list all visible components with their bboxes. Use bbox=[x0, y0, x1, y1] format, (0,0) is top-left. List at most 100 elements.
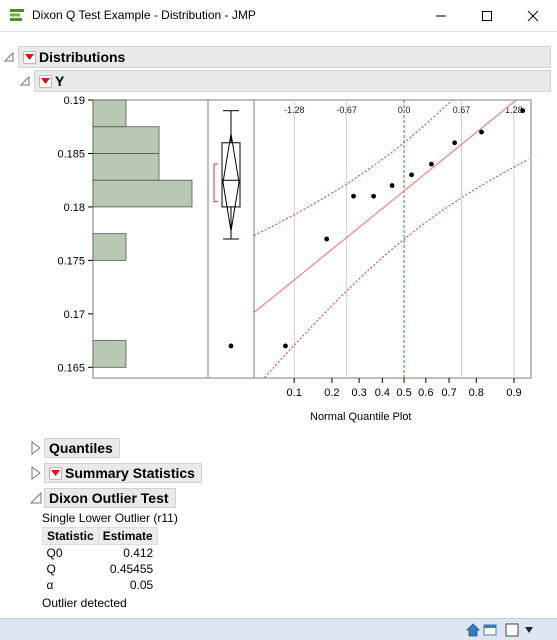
window-list-icon[interactable] bbox=[483, 623, 497, 637]
y-outline: Y bbox=[20, 70, 551, 92]
dixon-subtitle: Single Lower Outlier (r11) bbox=[42, 511, 178, 525]
nqp-bottom-tick-label: 0.5 bbox=[396, 387, 411, 399]
graph-frame bbox=[92, 99, 532, 379]
nqp-bottom-tick-label: 0.1 bbox=[287, 387, 302, 399]
nqp-data-point bbox=[389, 183, 395, 188]
nqp-data-point bbox=[479, 129, 484, 135]
minimize-button[interactable] bbox=[418, 0, 464, 32]
histogram-bar bbox=[92, 179, 193, 208]
dixon-header[interactable]: Dixon Outlier Test bbox=[44, 488, 176, 508]
table-row: Q0 0.412 bbox=[43, 545, 158, 562]
histogram bbox=[92, 99, 193, 368]
nqp-bottom-tick-label: 0.4 bbox=[375, 387, 390, 399]
close-icon bbox=[527, 10, 539, 22]
distributions-outline: Distributions bbox=[4, 46, 551, 68]
box-outlier-point bbox=[228, 343, 234, 349]
y-tick-label: 0.19 bbox=[64, 95, 85, 107]
y-tick-label: 0.17 bbox=[64, 309, 85, 321]
nqp-confidence-band-upper bbox=[254, 100, 453, 237]
shortest-half-bracket bbox=[213, 163, 218, 203]
chevron-down-icon[interactable] bbox=[524, 626, 534, 634]
nqp-bottom-tick-label: 0.9 bbox=[506, 387, 521, 399]
y-tick-label: 0.165 bbox=[57, 362, 85, 374]
dixon-result: Outlier detected bbox=[42, 596, 127, 610]
nqp-data-point bbox=[520, 108, 526, 114]
close-button[interactable] bbox=[510, 0, 556, 32]
table-row: α 0.05 bbox=[43, 577, 158, 593]
nqp-top-tick-label: -1.28 bbox=[284, 105, 305, 115]
y-tick-label: 0.175 bbox=[57, 255, 85, 267]
nqp-bottom-tick-label: 0.3 bbox=[351, 387, 366, 399]
histogram-bar bbox=[92, 153, 160, 181]
summary-statistics-outline: Summary Statistics bbox=[30, 463, 202, 483]
dixon-content: Single Lower Outlier (r11) Statistic Est… bbox=[42, 511, 178, 610]
disclosure-open-icon[interactable] bbox=[30, 491, 42, 505]
quantiles-header[interactable]: Quantiles bbox=[44, 438, 120, 458]
nqp-clipped-group bbox=[254, 100, 529, 378]
title-bar: Dixon Q Test Example - Distribution - JM… bbox=[0, 0, 557, 32]
nqp-bottom-tick-label: 0.8 bbox=[469, 387, 484, 399]
minimize-icon bbox=[436, 15, 446, 17]
nqp-bottom-tick-label: 0.6 bbox=[418, 387, 433, 399]
summary-statistics-header[interactable]: Summary Statistics bbox=[44, 463, 202, 483]
nqp-top-tick-label: 0.0 bbox=[398, 105, 411, 115]
nqp-data-point bbox=[283, 343, 288, 349]
red-triangle-menu-icon[interactable] bbox=[39, 74, 52, 88]
nqp-fit-line bbox=[254, 100, 518, 313]
y-axis: 0.165 0.17 0.175 0.18 0.185 0.19 bbox=[57, 95, 93, 374]
maximize-icon bbox=[482, 11, 492, 21]
red-triangle-menu-icon[interactable] bbox=[49, 466, 62, 480]
variable-title: Y bbox=[55, 73, 65, 89]
nqp-confidence-band-lower bbox=[263, 158, 529, 378]
disclosure-open-icon[interactable] bbox=[4, 52, 14, 62]
nqp-data-point bbox=[409, 172, 414, 178]
nqp-data-point bbox=[324, 236, 330, 242]
home-icon[interactable] bbox=[466, 623, 480, 637]
jmp-app-icon bbox=[10, 9, 24, 21]
statistic-cell: α bbox=[46, 578, 54, 592]
nqp-top-tick-label: 0.67 bbox=[453, 105, 471, 115]
column-header-statistic[interactable]: Statistic bbox=[42, 527, 99, 545]
column-header-estimate[interactable]: Estimate bbox=[97, 527, 158, 545]
window-title: Dixon Q Test Example - Distribution - JM… bbox=[32, 8, 256, 22]
disclosure-closed-icon[interactable] bbox=[30, 441, 42, 455]
y-tick-label: 0.185 bbox=[57, 148, 85, 160]
statistic-cell: Q bbox=[46, 562, 56, 576]
nqp-axis-label: Normal Quantile Plot bbox=[310, 411, 412, 423]
histogram-bar bbox=[92, 340, 127, 368]
quantiles-title: Quantiles bbox=[49, 440, 113, 456]
nqp-bottom-tick-label: 0.2 bbox=[324, 387, 339, 399]
nqp-data-point bbox=[371, 193, 376, 199]
estimate-cell: 0.05 bbox=[129, 578, 154, 592]
histogram-bar bbox=[92, 99, 127, 128]
nqp-data-point bbox=[452, 140, 458, 146]
dixon-table: Statistic Estimate Q0 0.412 Q 0.45455 α 0.05 bbox=[42, 527, 158, 593]
disclosure-open-icon[interactable] bbox=[20, 76, 30, 86]
y-header[interactable]: Y bbox=[34, 70, 551, 92]
disclosure-closed-icon[interactable] bbox=[30, 466, 42, 480]
box-plot bbox=[213, 110, 241, 349]
y-tick-label: 0.18 bbox=[64, 202, 85, 214]
nqp-top-tick-label: 1.28 bbox=[505, 105, 523, 115]
status-bar bbox=[0, 618, 557, 640]
nqp-top-tick-label: -0.67 bbox=[336, 105, 357, 115]
quantiles-outline: Quantiles bbox=[30, 438, 120, 458]
distribution-graph: 0.165 0.17 0.175 0.18 0.185 0.19 -1.28 -0.67 0.… bbox=[57, 95, 532, 423]
histogram-bar bbox=[92, 233, 127, 261]
dixon-outline: Dixon Outlier Test bbox=[30, 488, 176, 508]
statistic-cell: Q0 bbox=[46, 546, 63, 560]
distributions-header[interactable]: Distributions bbox=[18, 46, 551, 68]
table-row: Q 0.45455 bbox=[43, 561, 158, 577]
dixon-title: Dixon Outlier Test bbox=[49, 490, 169, 506]
normal-quantile-plot: -1.28 -0.67 0.0 0.67 1.28 0.1 0.2 0.3 0.4 0.5 0.6 0… bbox=[254, 100, 529, 399]
maximize-button[interactable] bbox=[464, 0, 510, 32]
estimate-cell: 0.412 bbox=[123, 546, 154, 560]
estimate-cell: 0.45455 bbox=[109, 562, 154, 576]
nqp-bottom-tick-label: 0.7 bbox=[441, 387, 456, 399]
histogram-bar bbox=[92, 126, 160, 154]
summary-statistics-title: Summary Statistics bbox=[65, 465, 195, 481]
window-box-icon[interactable] bbox=[505, 623, 519, 637]
red-triangle-menu-icon[interactable] bbox=[23, 50, 36, 64]
nqp-data-point bbox=[429, 161, 434, 167]
distributions-title: Distributions bbox=[39, 49, 126, 65]
